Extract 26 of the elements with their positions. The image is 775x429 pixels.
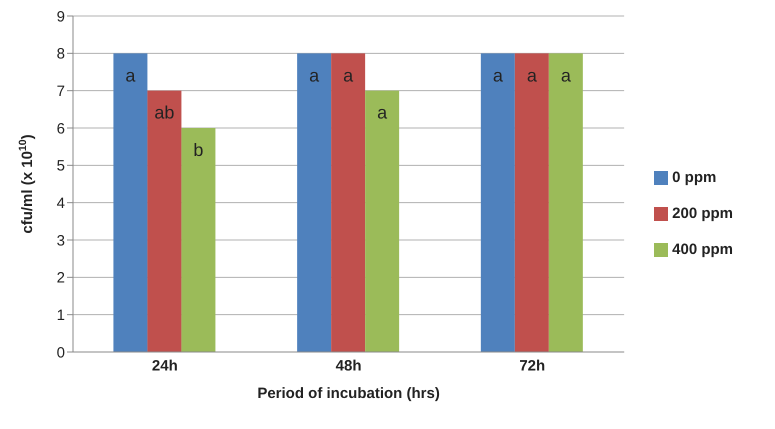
data-label: a <box>526 65 538 86</box>
x-axis-title: Period of incubation (hrs) <box>257 385 440 402</box>
y-tick-label: 6 <box>56 120 65 138</box>
data-label: ab <box>154 102 174 123</box>
y-tick-label: 0 <box>56 344 65 362</box>
data-label: a <box>343 65 354 86</box>
data-label: a <box>377 102 388 123</box>
data-label: a <box>560 65 572 86</box>
y-tick-label: 3 <box>56 232 65 250</box>
legend-label: 400 ppm <box>672 241 733 258</box>
data-label: b <box>193 140 204 160</box>
y-tick-label: 1 <box>56 306 65 324</box>
y-tick-label: 7 <box>56 82 65 100</box>
x-tick-label: 72h <box>519 358 546 375</box>
y-tick-label: 9 <box>56 8 65 26</box>
x-tick-label: 24h <box>152 358 178 375</box>
legend-label: 0 ppm <box>672 169 716 186</box>
y-tick-label: 2 <box>56 270 65 287</box>
y-tick-label: 8 <box>56 46 65 63</box>
y-tick-label: 5 <box>56 158 65 175</box>
data-label: a <box>125 65 136 86</box>
y-tick-label: 4 <box>56 194 65 212</box>
data-label: a <box>309 65 320 86</box>
legend-label: 200 ppm <box>672 205 733 222</box>
x-tick-label: 48h <box>336 358 362 375</box>
data-label: a <box>492 65 504 86</box>
